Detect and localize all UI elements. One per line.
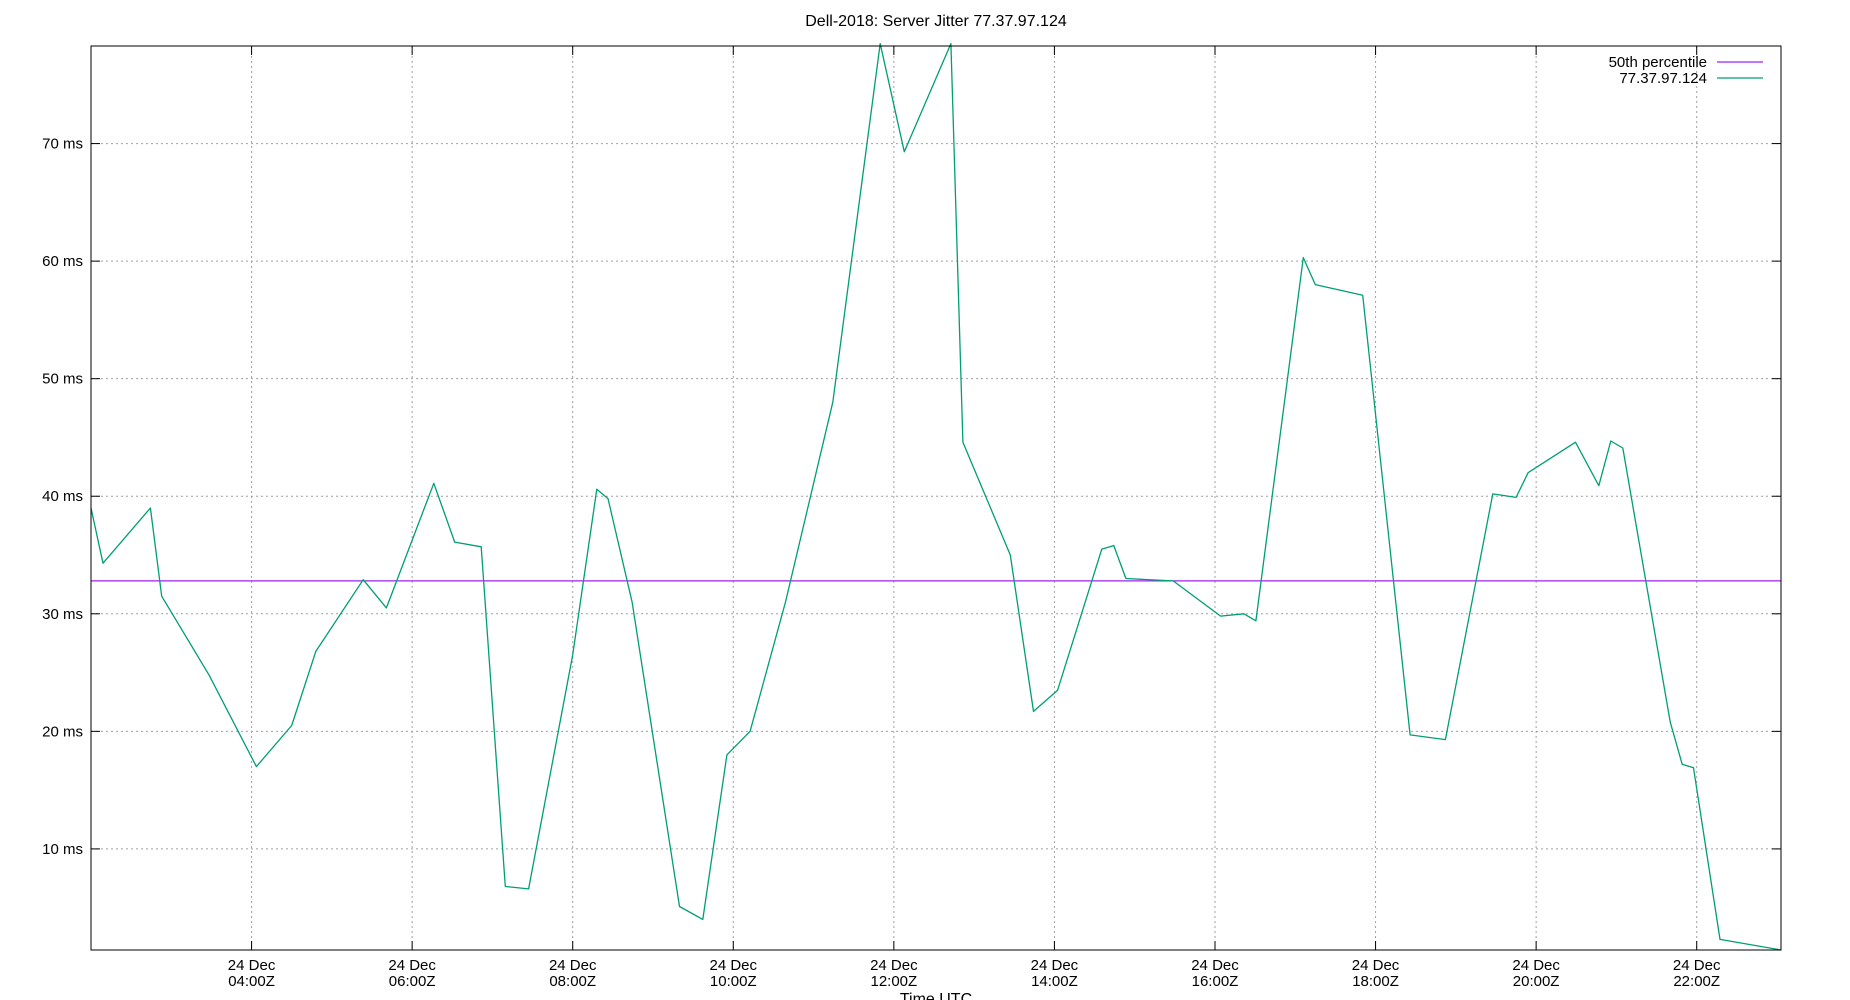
x-tick-label-time: 16:00Z: [1192, 973, 1239, 990]
x-tick-label-date: 24 Dec: [1352, 957, 1400, 974]
y-tick-label: 60 ms: [42, 253, 83, 270]
y-tick-label: 10 ms: [42, 841, 83, 858]
x-tick-label-time: 08:00Z: [549, 973, 596, 990]
x-tick-label-time: 06:00Z: [389, 973, 436, 990]
x-tick-label-time: 20:00Z: [1513, 973, 1560, 990]
x-tick-label-time: 14:00Z: [1031, 973, 1078, 990]
x-tick-label-time: 18:00Z: [1352, 973, 1399, 990]
x-tick-label-date: 24 Dec: [228, 957, 276, 974]
y-tick-label: 70 ms: [42, 136, 83, 153]
series-lines: [90, 42, 1782, 951]
chart-title: Dell-2018: Server Jitter 77.37.97.124: [805, 13, 1067, 30]
y-tick-label: 40 ms: [42, 488, 83, 505]
x-tick-label-time: 22:00Z: [1673, 973, 1720, 990]
y-tick-label: 50 ms: [42, 371, 83, 388]
plot-border: [90, 45, 1782, 951]
x-tick-label-date: 24 Dec: [710, 957, 758, 974]
x-tick-label-time: 10:00Z: [710, 973, 757, 990]
legend-label: 50th percentile: [1609, 54, 1707, 71]
x-tick-label-date: 24 Dec: [1673, 957, 1721, 974]
x-tick-label-time: 12:00Z: [870, 973, 917, 990]
y-axis-ticks: 10 ms 20 ms 30 ms 40 ms 50 ms 60 ms 70 ms: [42, 136, 1781, 858]
x-axis-label: Time UTC: [900, 991, 972, 1000]
x-tick-label-date: 24 Dec: [1031, 957, 1079, 974]
x-tick-label-date: 24 Dec: [870, 957, 918, 974]
legend-label: 77.37.97.124: [1619, 70, 1707, 87]
x-tick-label-time: 04:00Z: [228, 973, 275, 990]
y-tick-label: 30 ms: [42, 606, 83, 623]
x-tick-label-date: 24 Dec: [388, 957, 436, 974]
x-tick-label-date: 24 Dec: [1512, 957, 1560, 974]
x-tick-label-date: 24 Dec: [1191, 957, 1239, 974]
series-line: [90, 42, 1782, 951]
grid-lines: [91, 46, 1781, 950]
y-tick-label: 20 ms: [42, 723, 83, 740]
x-tick-label-date: 24 Dec: [549, 957, 597, 974]
